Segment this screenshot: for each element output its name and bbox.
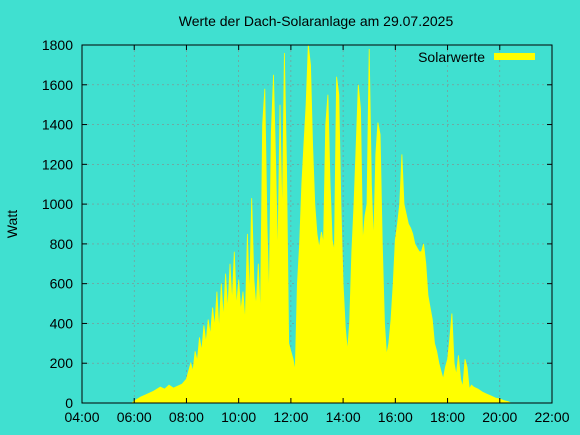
x-tick-label: 12:00 [273,409,308,425]
legend-swatch [494,53,535,60]
x-tick-label: 04:00 [64,409,99,425]
x-tick-label: 20:00 [482,409,517,425]
x-tick-label: 16:00 [378,409,413,425]
y-tick-label: 400 [50,315,74,331]
y-tick-label: 0 [65,395,73,411]
y-tick-label: 1200 [42,156,73,172]
series-area-0 [130,44,511,404]
series-area-layer [130,44,511,404]
y-tick-label: 600 [50,276,74,292]
x-tick-label: 18:00 [430,409,465,425]
y-tick-label: 1000 [42,196,73,212]
y-tick-label: 1800 [42,37,73,53]
legend: Solarwerte [418,49,535,65]
chart-title: Werte der Dach-Solaranlage am 29.07.2025 [179,13,454,29]
x-tick-label: 08:00 [169,409,204,425]
y-tick-label: 200 [50,355,74,371]
y-tick-label: 800 [50,236,74,252]
y-tick-label: 1600 [42,77,73,93]
x-tick-label: 14:00 [326,409,361,425]
x-tick-label: 06:00 [117,409,152,425]
x-tick-label: 10:00 [221,409,256,425]
x-tick-label: 22:00 [534,409,569,425]
plot-frame [81,44,553,404]
y-tick-label: 1400 [42,117,73,133]
legend-label: Solarwerte [418,49,485,65]
y-axis-label: Watt [4,210,20,238]
axis-ticks: 04:00 06:00 08:00 10:00 12:00 14:00 16:00 18:00… [42,37,570,425]
